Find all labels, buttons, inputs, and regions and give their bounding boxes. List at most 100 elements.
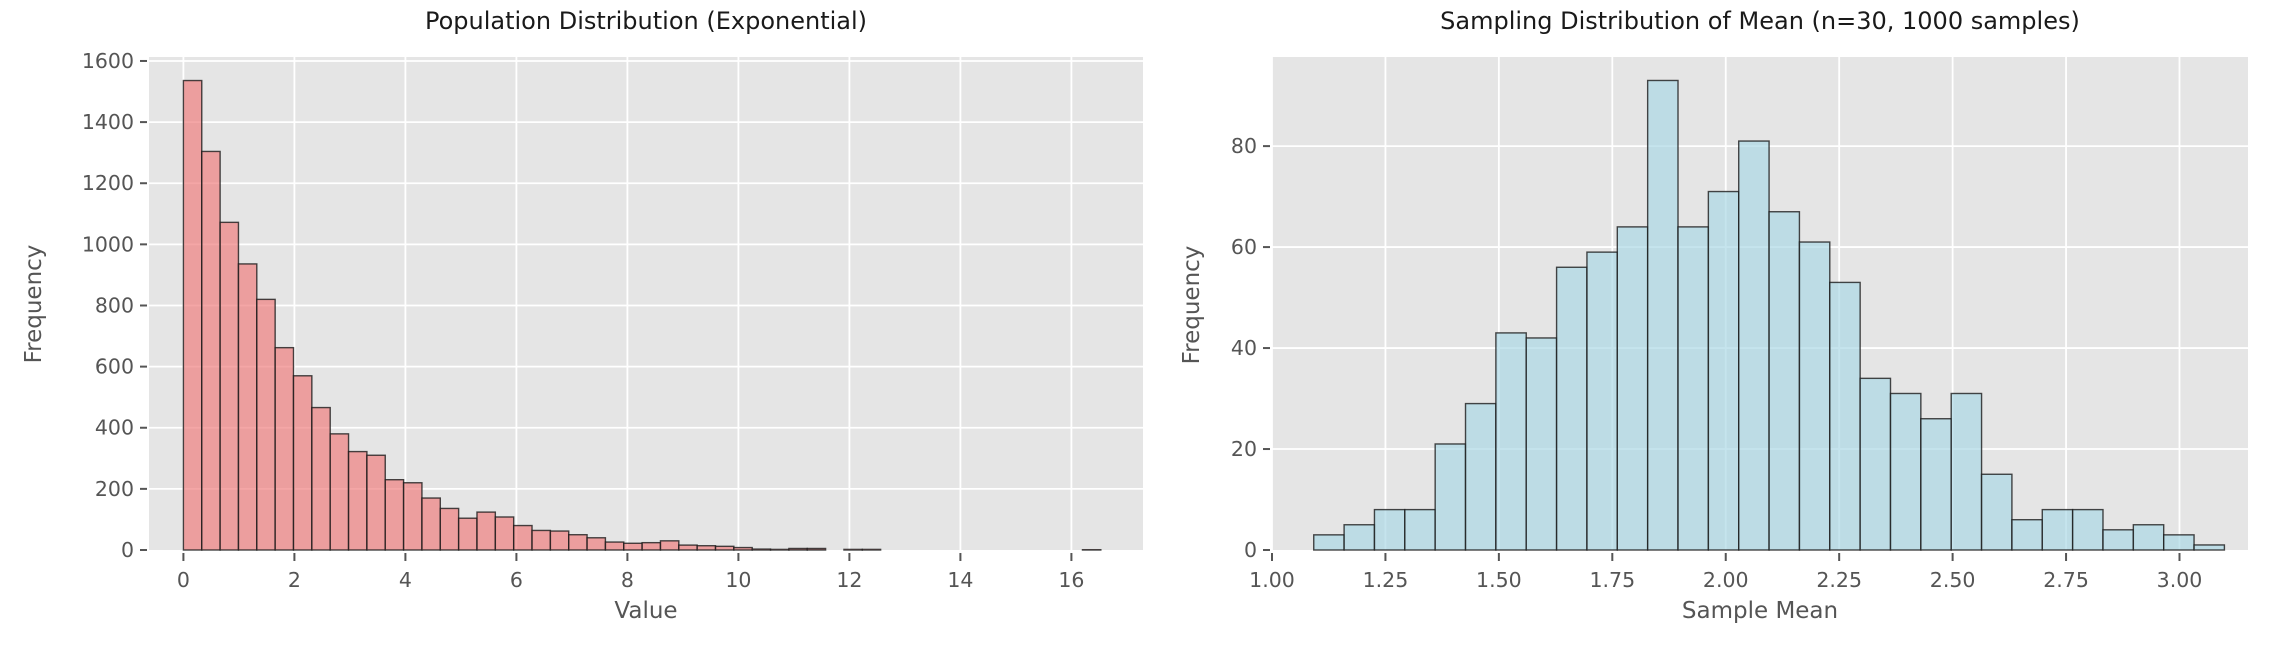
histogram-bar	[182, 79, 203, 551]
histogram-bar	[1677, 226, 1710, 551]
histogram-bar	[1829, 281, 1861, 551]
histogram-bar	[476, 511, 497, 551]
left-panel-title: Population Distribution (Exponential)	[424, 7, 868, 35]
histogram-bar	[1920, 418, 1952, 551]
x-tick-label: 1.00	[1249, 568, 1295, 592]
histogram-bar	[311, 406, 331, 551]
histogram-bar	[1434, 443, 1467, 551]
histogram-bar	[659, 540, 680, 551]
histogram-bar	[568, 534, 588, 551]
histogram-bar	[1768, 211, 1801, 551]
x-tick-label: 3.00	[2157, 568, 2203, 592]
histogram-bar	[219, 221, 240, 551]
y-tick-label: 800	[95, 293, 134, 317]
histogram-bar	[292, 375, 313, 551]
y-tick-label: 0	[1244, 538, 1257, 562]
histogram-bar	[439, 507, 460, 551]
x-tick-label: 12	[836, 568, 862, 592]
histogram-bar	[1525, 337, 1558, 551]
histogram-bar	[1555, 266, 1588, 551]
histogram-bar	[641, 541, 662, 551]
histogram-bar	[733, 546, 753, 551]
y-tick-label: 1400	[82, 110, 134, 134]
histogram-bar	[769, 548, 790, 551]
x-tick-label: 2	[288, 568, 301, 592]
histogram-bar	[237, 263, 258, 551]
x-tick-label: 14	[947, 568, 973, 592]
histogram-bar	[714, 545, 735, 551]
histogram-bar	[402, 482, 423, 551]
y-tick-label: 1000	[82, 232, 134, 256]
histogram-bar	[494, 516, 515, 551]
x-tick-label: 0	[177, 568, 190, 592]
left-xaxis-label: Value	[614, 598, 678, 624]
histogram-bar	[1313, 534, 1345, 551]
histogram-bar	[1798, 241, 1831, 551]
y-tick-label: 80	[1231, 134, 1257, 158]
histogram-bar	[861, 548, 882, 551]
histogram-bar	[1980, 473, 2013, 551]
histogram-bar	[1343, 524, 1376, 551]
x-tick-label: 6	[510, 568, 523, 592]
x-tick-label: 8	[621, 568, 634, 592]
histogram-bar	[1738, 140, 1770, 551]
x-tick-label: 1.50	[1476, 568, 1522, 592]
x-tick-label: 1.75	[1589, 568, 1635, 592]
histogram-bar	[751, 548, 772, 551]
histogram-bar	[586, 537, 607, 551]
y-tick-label: 40	[1231, 336, 1257, 360]
histogram-bar	[1586, 251, 1618, 551]
histogram-bar	[347, 450, 368, 551]
histogram-bar	[2011, 519, 2043, 551]
histogram-bar	[696, 545, 717, 551]
x-tick-label: 16	[1058, 568, 1084, 592]
y-tick-label: 200	[95, 477, 134, 501]
histogram-bar	[457, 517, 478, 551]
right-panel-title: Sampling Distribution of Mean (n=30, 100…	[1440, 7, 2080, 35]
histogram-bar	[329, 433, 350, 551]
histogram-bar	[201, 150, 221, 551]
histogram-bar	[274, 346, 295, 551]
histogram-bar	[384, 479, 405, 551]
histogram-bar	[2132, 524, 2165, 551]
histogram-bar	[1373, 508, 1406, 551]
histogram-bar	[1404, 508, 1436, 551]
y-tick-label: 1200	[82, 171, 134, 195]
y-tick-label: 600	[95, 355, 134, 379]
right-yaxis-label: Frequency	[1179, 245, 1205, 365]
y-tick-label: 400	[95, 416, 134, 440]
histogram-bar	[2162, 534, 2195, 551]
left-yaxis-label: Frequency	[21, 244, 47, 364]
x-tick-label: 2.75	[2043, 568, 2089, 592]
histogram-bar	[549, 530, 570, 551]
y-tick-label: 60	[1231, 235, 1257, 259]
histogram-bar	[2041, 508, 2074, 551]
histogram-bar	[843, 548, 863, 551]
histogram-bar	[1495, 332, 1527, 551]
x-tick-label: 2.00	[1703, 568, 1749, 592]
histogram-bar	[1646, 79, 1679, 551]
histogram-bar	[806, 547, 827, 551]
y-tick-label: 0	[121, 538, 134, 562]
histogram-bar	[604, 541, 625, 551]
x-tick-label: 4	[399, 568, 412, 592]
histogram-bar	[1707, 190, 1740, 551]
x-tick-label: 1.25	[1363, 568, 1409, 592]
histogram-bar	[421, 497, 441, 551]
x-tick-label: 2.50	[1930, 568, 1976, 592]
histogram-bar	[1950, 392, 1983, 551]
histogram-bar	[531, 529, 552, 551]
histogram-bar	[2193, 544, 2226, 551]
histogram-bar	[678, 544, 698, 551]
x-tick-label: 10	[725, 568, 751, 592]
x-tick-label: 2.25	[1816, 568, 1862, 592]
histogram-bar	[2102, 529, 2135, 551]
histogram-bar	[1859, 377, 1892, 551]
histogram-bar	[256, 298, 276, 551]
histogram-bar	[2071, 508, 2104, 551]
y-tick-label: 1600	[82, 49, 134, 73]
histogram-bar	[623, 542, 643, 551]
right-xaxis-label: Sample Mean	[1681, 598, 1839, 624]
